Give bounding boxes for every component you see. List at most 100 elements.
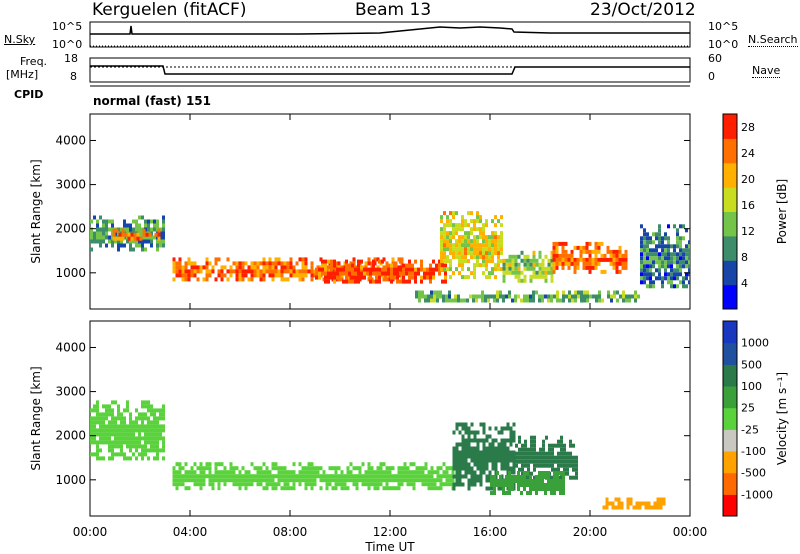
- power-cell: [564, 257, 568, 262]
- velocity-cell: [520, 491, 523, 495]
- power-cell: [199, 269, 203, 274]
- velocity-cell: [518, 467, 521, 472]
- velocity-cell: [310, 486, 314, 491]
- velocity-cell: [479, 470, 483, 475]
- velocity-cell: [638, 505, 642, 510]
- velocity-cell: [126, 424, 129, 429]
- power-cell: [574, 294, 577, 299]
- power-cell: [556, 298, 559, 303]
- power-cell: [439, 294, 442, 299]
- velocity-cell: [458, 450, 462, 455]
- velocity-cell: [105, 408, 108, 413]
- velocity-cell: [126, 400, 129, 405]
- power-cell: [571, 298, 574, 303]
- velocity-cell: [111, 456, 114, 461]
- power-cell: [162, 243, 165, 248]
- power-cell: [307, 269, 311, 274]
- velocity-cell: [397, 474, 401, 479]
- power-cell: [491, 219, 494, 224]
- velocity-cell: [355, 486, 359, 491]
- velocity-cell: [397, 466, 401, 471]
- power-cell: [618, 261, 622, 266]
- power-cell: [458, 259, 461, 264]
- power-cell: [470, 219, 473, 224]
- power-cell: [402, 271, 405, 276]
- velocity-cell: [521, 467, 524, 472]
- power-cell: [597, 261, 601, 266]
- power-cell: [562, 294, 565, 299]
- velocity-cell: [391, 466, 395, 471]
- velocity-cell: [572, 443, 575, 448]
- velocity-cell: [153, 424, 156, 429]
- velocity-cell: [175, 470, 179, 475]
- velocity-cell: [199, 474, 203, 479]
- power-cell: [324, 259, 327, 264]
- power-cell: [511, 270, 515, 275]
- power-cell: [310, 277, 314, 282]
- velocity-cell: [96, 432, 99, 437]
- power-cell: [664, 244, 667, 249]
- velocity-cell: [514, 475, 517, 479]
- power-cell: [615, 269, 619, 274]
- velocity-cell: [120, 424, 123, 429]
- power-cell: [184, 265, 188, 270]
- nsearch-tick-low: 10^0: [708, 38, 739, 51]
- power-cell: [129, 223, 132, 228]
- velocity-cell: [512, 462, 516, 467]
- velocity-cell: [506, 422, 510, 427]
- velocity-cell: [120, 444, 123, 449]
- power-cell: [90, 219, 93, 224]
- velocity-cell: [96, 416, 99, 421]
- power-cell: [391, 261, 395, 266]
- power-cell: [446, 259, 449, 264]
- power-cell: [594, 241, 598, 246]
- velocity-cell: [340, 474, 344, 479]
- power-cell: [550, 266, 554, 271]
- velocity-cell: [325, 478, 329, 483]
- power-cell: [396, 275, 399, 280]
- velocity-cell: [605, 501, 609, 506]
- power-cell: [327, 259, 330, 264]
- power-cell: [600, 241, 604, 246]
- velocity-cell: [349, 462, 353, 467]
- velocity-cell: [102, 412, 105, 417]
- velocity-cell: [518, 447, 521, 452]
- power-cell: [640, 236, 643, 241]
- power-cell: [484, 294, 487, 299]
- power-cell: [202, 265, 206, 270]
- velocity-cell: [493, 479, 496, 483]
- velocity-cell: [349, 478, 353, 483]
- power-cell: [354, 267, 357, 272]
- power-cell: [324, 279, 327, 284]
- velocity-cell: [524, 459, 527, 464]
- power-cell: [609, 261, 613, 266]
- power-cell: [476, 227, 479, 232]
- power-cell: [423, 267, 426, 272]
- velocity-cell: [455, 474, 459, 479]
- velocity-cell: [304, 470, 308, 475]
- power-cell: [96, 239, 99, 244]
- velocity-cell: [493, 491, 496, 495]
- velocity-cell: [175, 474, 179, 479]
- power-cell: [682, 280, 685, 285]
- power-cell: [121, 236, 125, 241]
- velocity-cell: [135, 440, 138, 445]
- velocity-cell: [247, 482, 251, 487]
- freq-unit: [MHz]: [6, 68, 39, 81]
- power-cell: [514, 266, 518, 271]
- velocity-cell: [120, 416, 123, 421]
- cpid-value: normal (fast) 151: [93, 94, 211, 108]
- power-cell: [616, 290, 619, 295]
- velocity-cell: [271, 466, 275, 471]
- power-cell: [494, 223, 497, 228]
- power-cell: [298, 273, 302, 278]
- velocity-cell: [499, 483, 502, 487]
- velocity-cell: [214, 462, 218, 467]
- power-cell: [685, 248, 688, 253]
- nsky-tick-high: 10^5: [52, 20, 83, 33]
- power-y-axis-label: Slant Range [km]: [29, 159, 43, 263]
- power-cell: [333, 279, 336, 284]
- velocity-y-axis-label: Slant Range [km]: [29, 366, 43, 470]
- velocity-cell: [159, 432, 162, 437]
